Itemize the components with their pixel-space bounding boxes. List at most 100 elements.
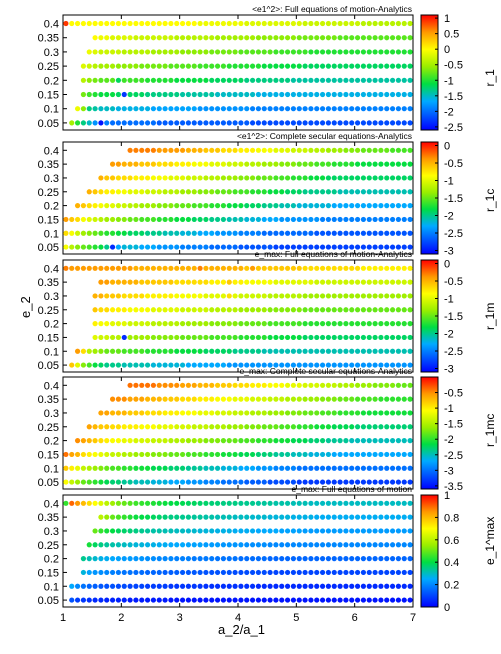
data-point [261,203,267,209]
data-point [261,175,267,181]
data-point [150,279,157,285]
data-point [115,334,122,341]
data-point [267,293,273,299]
data-point [203,583,209,589]
data-point [121,542,127,548]
data-point [360,334,367,341]
data-point [86,91,92,98]
data-point [179,396,186,402]
data-point [86,49,92,55]
data-point [331,479,337,485]
data-point [261,189,267,195]
data-point [255,230,262,236]
data-point [179,514,186,520]
data-point [366,334,372,341]
colorbar-tick-label: 0.5 [444,29,459,41]
data-point [92,542,98,548]
data-point [267,569,273,576]
data-point [302,451,308,458]
data-point [144,465,151,471]
data-point [407,556,413,562]
data-point [308,542,314,548]
data-point [185,91,192,98]
data-point [162,230,168,236]
data-point [92,348,98,354]
data-point [244,63,250,69]
data-point [279,569,285,576]
data-point [244,569,250,576]
data-point [109,556,116,562]
data-point [220,293,227,299]
data-point [244,542,250,548]
data-point [133,106,139,112]
data-point [162,542,168,548]
data-point [308,438,314,444]
panel-5: e_max: Full equations of motion0.050.10.… [38,484,497,624]
data-point [197,348,203,354]
data-point [133,362,139,368]
data-point [372,424,378,430]
data-point [267,175,273,181]
data-point [296,583,302,589]
data-point [220,216,227,223]
data-point [232,542,238,548]
data-point [331,293,337,299]
data-point [349,147,355,153]
data-point [179,321,186,327]
data-point [139,91,145,98]
data-point [314,597,320,603]
data-point [349,479,355,485]
data-point [179,382,186,388]
data-point [302,396,308,402]
data-point [378,147,384,153]
data-point [389,120,396,126]
y-tick-label: 0.05 [38,242,59,254]
data-point [325,334,332,341]
data-point [255,556,262,562]
data-point [284,465,291,471]
data-point [378,279,384,285]
data-point [226,244,232,250]
data-point [179,20,186,27]
data-point [279,451,285,458]
data-point [74,583,81,589]
data-point [401,334,407,341]
data-point [261,49,267,55]
data-point [273,410,279,416]
data-point [366,120,372,126]
data-point [302,424,308,430]
data-point [144,49,151,55]
data-point [261,91,267,98]
data-point [401,583,407,589]
data-point [220,396,227,402]
data-point [372,334,378,341]
data-point [133,91,139,98]
data-point [63,230,69,236]
data-point [366,362,372,368]
data-point [139,410,145,416]
data-point [267,451,273,458]
data-point [360,410,367,416]
data-point [244,49,250,55]
data-point [314,396,320,402]
data-point [360,438,367,444]
data-point [156,500,162,506]
data-point [343,321,349,327]
data-point [372,230,378,236]
data-point [407,63,413,69]
y-tick-label: 0.05 [38,595,59,607]
data-point [261,307,267,313]
data-point [109,348,116,354]
data-point [290,362,297,368]
data-point [104,528,110,534]
data-point [261,334,267,341]
data-point [319,514,326,520]
data-point [407,216,413,223]
data-point [232,396,238,402]
data-point [244,556,250,562]
data-point [139,63,145,69]
data-point [156,279,162,285]
data-point [238,465,244,471]
data-point [325,265,332,271]
data-point [179,244,186,250]
